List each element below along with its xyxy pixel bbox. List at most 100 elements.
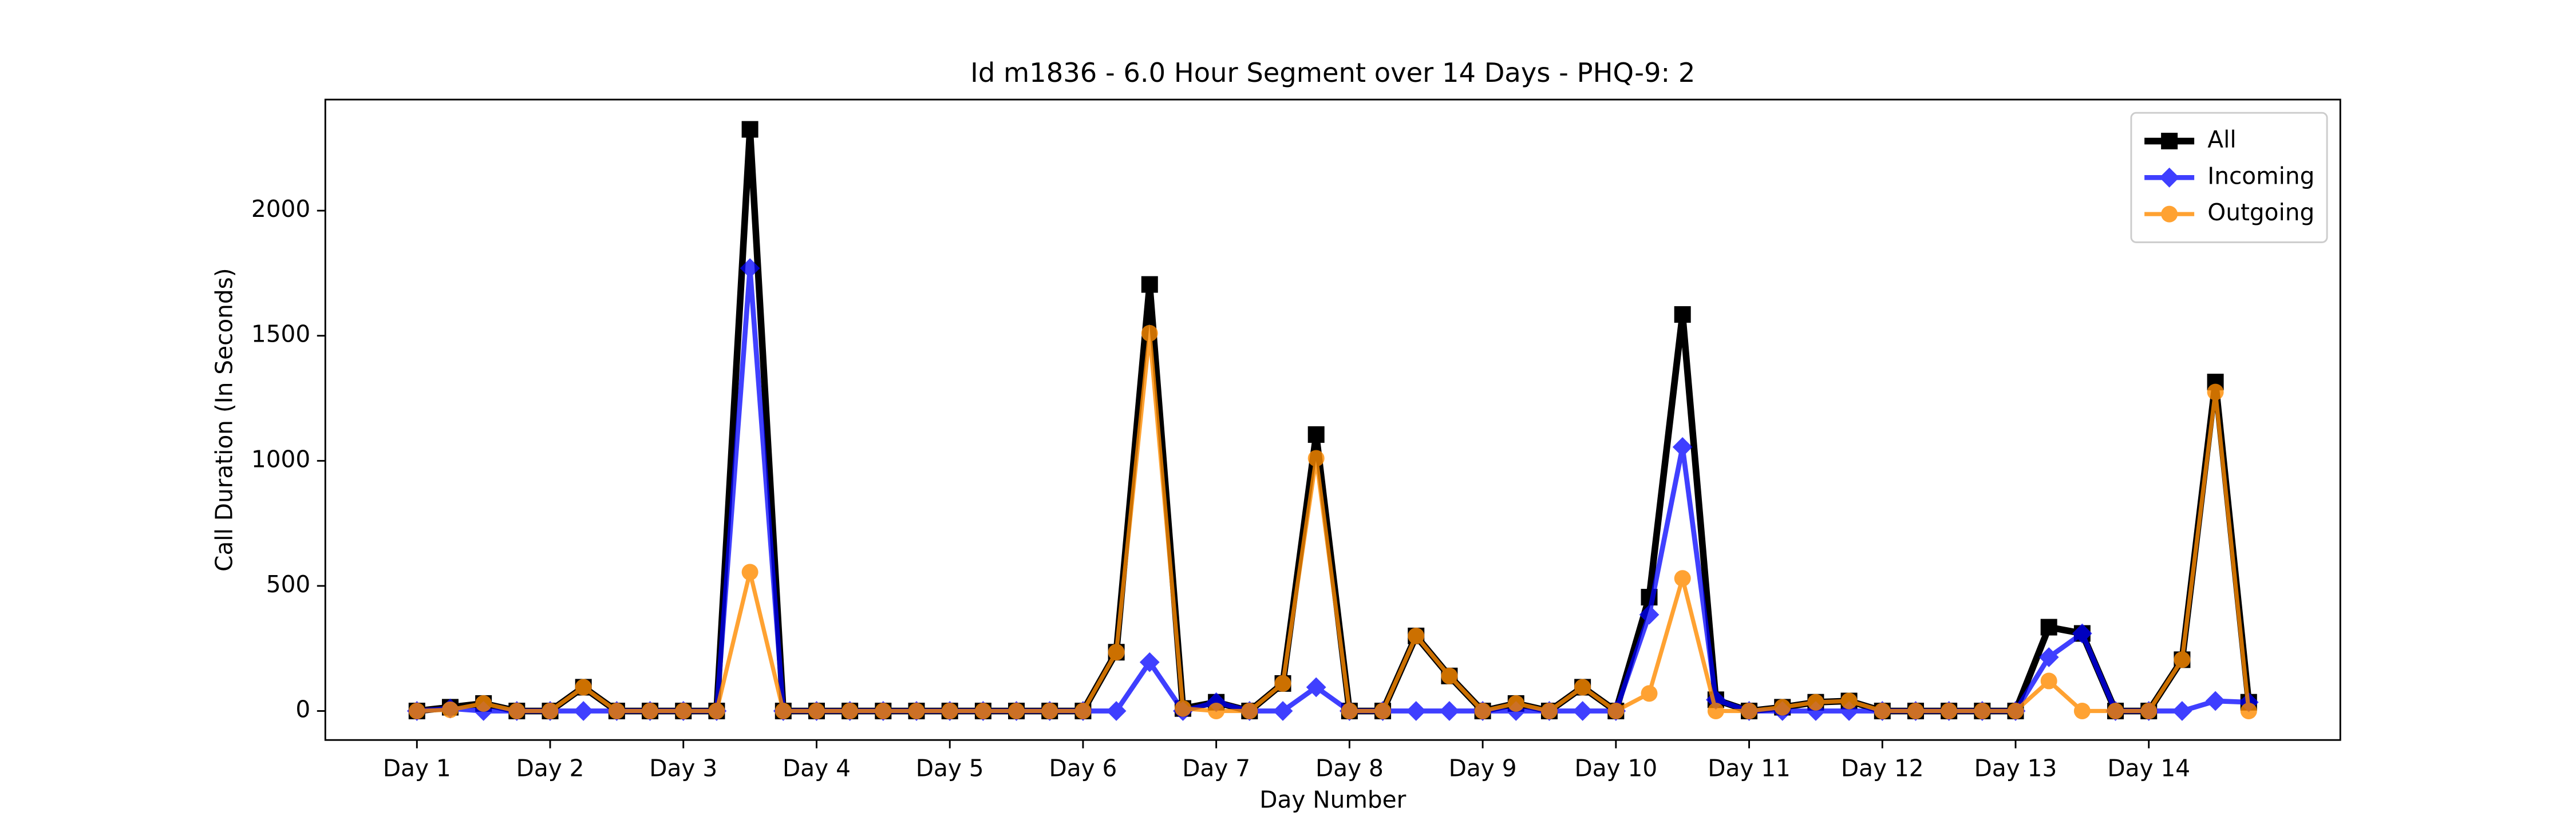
y-tick-label: 2000 [251,195,310,223]
marker [1474,703,1491,720]
legend-item [2144,205,2195,223]
marker [1307,426,1325,443]
x-tick-label: Day 5 [916,754,984,782]
marker [1441,667,1458,684]
marker [1807,694,1824,711]
marker [1174,700,1191,717]
legend-label: Outgoing [2207,199,2314,226]
y-tick-label: 1000 [251,445,310,473]
marker [1041,703,1058,720]
x-tick-label: Day 9 [1449,754,1517,782]
marker [608,703,625,720]
x-tick-label: Day 4 [783,754,851,782]
marker [2140,703,2158,720]
marker [2040,619,2057,636]
marker [1074,703,1092,720]
marker [441,701,459,718]
marker [542,703,559,720]
marker [1874,703,1891,720]
marker [2072,623,2092,644]
marker [1406,701,1427,721]
marker [1307,450,1325,467]
marker [2205,691,2226,711]
legend-box [2130,112,2328,243]
x-tick-label: Day 1 [383,754,451,782]
marker [1141,324,1158,342]
y-tick-label: 500 [266,571,310,598]
marker [1707,703,1724,720]
marker [974,703,991,720]
marker [1241,703,1258,720]
y-tick-label: 0 [295,696,310,723]
x-tick-label: Day 2 [516,754,584,782]
marker [642,703,659,720]
marker [1907,703,1924,720]
marker [1805,701,1826,721]
marker [675,703,692,720]
marker [2007,703,2024,720]
marker [808,703,825,720]
marker [408,703,425,720]
marker [875,703,892,720]
marker [1274,675,1291,692]
marker [1108,644,1125,661]
marker [1674,306,1691,323]
plot-frame [324,98,2341,741]
marker [1974,703,1991,720]
marker [1607,703,1625,720]
marker [1141,276,1158,293]
legend-marker [2161,133,2178,150]
x-tick-label: Day 14 [2107,754,2190,782]
marker [1741,703,1758,720]
x-tick-label: Day 10 [1574,754,1657,782]
legend-label: Incoming [2207,162,2314,189]
x-tick-label: Day 12 [1841,754,1924,782]
marker [2040,672,2057,690]
marker [2174,651,2191,668]
marker [1273,701,1293,721]
marker [1374,703,1392,720]
marker [1839,701,1859,721]
marker [575,679,592,696]
marker [1672,437,1693,457]
series [408,324,2257,720]
marker [2207,383,2224,401]
marker [1540,703,1558,720]
marker [1641,685,1658,702]
marker [1106,701,1127,721]
marker [1674,570,1691,587]
marker [740,258,760,279]
marker [475,695,492,712]
legend-item [2144,133,2195,150]
marker [1639,604,1660,625]
x-axis-label: Day Number [1259,786,1406,814]
marker [508,703,526,720]
chart-title: Id m1836 - 6.0 Hour Segment over 14 Days… [970,57,1695,88]
y-tick-label: 1500 [251,320,310,348]
marker [2073,703,2091,720]
y-axis-label: Call Duration (In Seconds) [210,268,238,572]
marker [573,701,594,721]
marker [908,703,925,720]
marker [1306,677,1326,698]
marker [1941,703,1958,720]
marker [841,703,859,720]
marker [2172,701,2192,721]
marker [2038,647,2059,667]
x-tick-label: Day 13 [1974,754,2057,782]
x-tick-label: Day 11 [1708,754,1791,782]
marker [741,121,758,138]
marker [1341,703,1358,720]
marker [1439,701,1460,721]
legend-label: All [2207,126,2236,153]
marker [1208,703,1225,720]
marker [1574,679,1591,696]
marker [941,703,958,720]
x-tick-label: Day 3 [649,754,717,782]
legend-item [2144,167,2195,188]
legend-marker [2161,205,2178,223]
marker [1507,695,1524,712]
marker [775,703,792,720]
marker [1008,703,1025,720]
